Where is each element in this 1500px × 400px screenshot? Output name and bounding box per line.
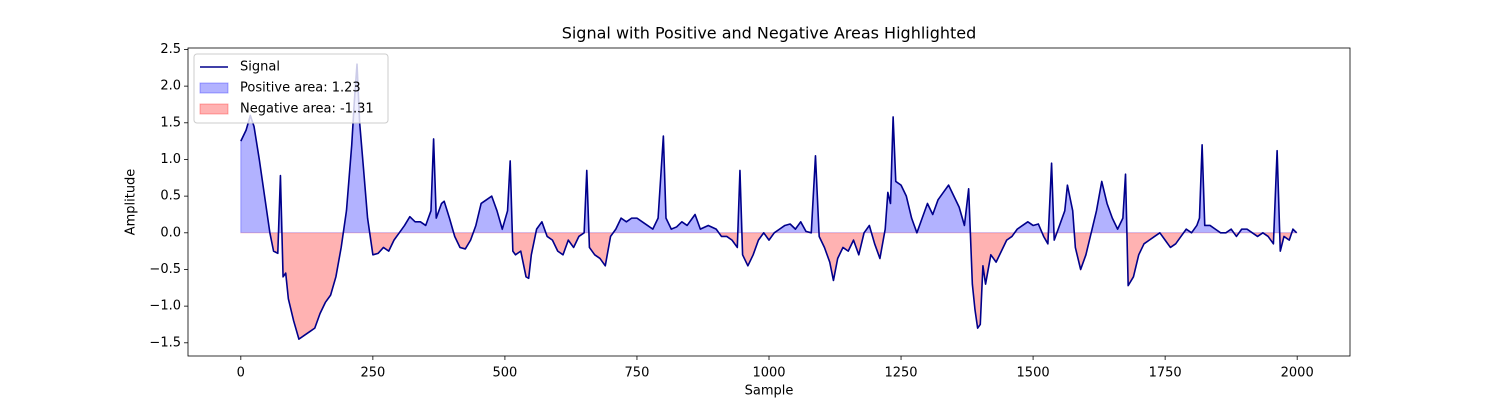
x-axis-label: Sample: [745, 384, 794, 399]
y-tick-label: 1.5: [160, 115, 181, 130]
x-tick-label: 0: [237, 366, 245, 381]
legend-label: Signal: [240, 60, 280, 75]
y-tick-label: 2.5: [160, 42, 181, 57]
y-tick-label: −0.5: [149, 262, 181, 277]
chart-title: Signal with Positive and Negative Areas …: [562, 24, 977, 43]
x-tick-label: 750: [625, 366, 650, 381]
x-tick-label: 500: [492, 366, 517, 381]
x-tick-label: 1000: [752, 366, 785, 381]
y-tick-label: 2.0: [160, 79, 181, 94]
legend-label: Negative area: -1.31: [240, 102, 374, 117]
legend-swatch: [199, 103, 229, 115]
y-tick-label: 0.0: [160, 225, 181, 240]
x-tick-label: 1750: [1149, 366, 1182, 381]
plot-frame: [187, 47, 1351, 357]
x-tick-label: 1250: [884, 366, 917, 381]
legend-box: [193, 53, 389, 124]
y-axis-label: Amplitude: [124, 169, 139, 236]
y-tick-label: −1.5: [149, 335, 181, 350]
x-tick-label: 250: [360, 366, 385, 381]
legend-label: Positive area: 1.23: [240, 81, 361, 96]
y-tick-label: 0.5: [160, 189, 181, 204]
y-tick-label: 1.0: [160, 152, 181, 167]
signal-line: [240, 63, 1298, 340]
legend-swatch: [199, 82, 229, 94]
x-tick-label: 2000: [1281, 366, 1314, 381]
x-tick-label: 1500: [1017, 366, 1050, 381]
y-tick-label: −1.0: [149, 299, 181, 314]
